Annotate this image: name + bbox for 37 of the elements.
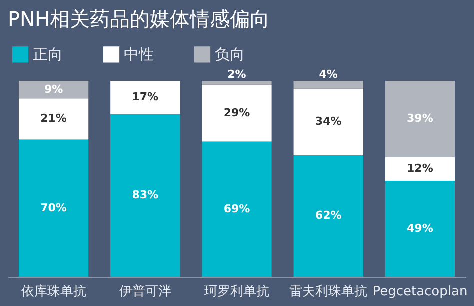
- data-label: 12%: [407, 162, 434, 176]
- data-label: 29%: [224, 106, 250, 120]
- bar: [202, 81, 272, 85]
- data-label: 69%: [224, 202, 250, 216]
- bar: [18, 81, 89, 99]
- data-label: 83%: [132, 188, 159, 202]
- x-tick-label: 依库珠单抗: [21, 284, 86, 300]
- x-tick-label: 雷夫利珠单抗: [290, 284, 368, 300]
- data-label: 49%: [407, 222, 434, 235]
- bar: [202, 142, 272, 277]
- x-tick-label: 伊普可泮: [119, 284, 172, 300]
- x-tick-label: 珂罗利单抗: [204, 284, 270, 300]
- bar: [294, 155, 364, 277]
- data-label: 62%: [315, 209, 342, 222]
- bar: [385, 180, 456, 277]
- data-label: 4%: [319, 68, 338, 81]
- bar: [18, 98, 89, 140]
- bar: [294, 81, 364, 89]
- data-label: 39%: [407, 112, 434, 126]
- chart-title: PNH相关药品的媒体情感偏向: [8, 7, 270, 31]
- bar: [18, 140, 89, 277]
- legend-label: 中性: [124, 46, 154, 64]
- bar: [110, 114, 180, 277]
- data-label: 9%: [44, 82, 64, 96]
- bar: [385, 81, 456, 158]
- bar: [202, 84, 272, 142]
- data-label: 17%: [132, 90, 159, 104]
- data-label: 2%: [228, 68, 246, 81]
- legend-label: 负向: [215, 46, 245, 64]
- data-label: 34%: [315, 115, 342, 128]
- bar: [385, 157, 456, 181]
- legend-label: 正向: [33, 46, 63, 64]
- bar: [294, 88, 364, 156]
- bar: [110, 81, 180, 114]
- data-label: 21%: [40, 112, 67, 126]
- x-tick-label: Pegcetacoplan: [372, 284, 468, 300]
- data-label: 70%: [40, 201, 67, 214]
